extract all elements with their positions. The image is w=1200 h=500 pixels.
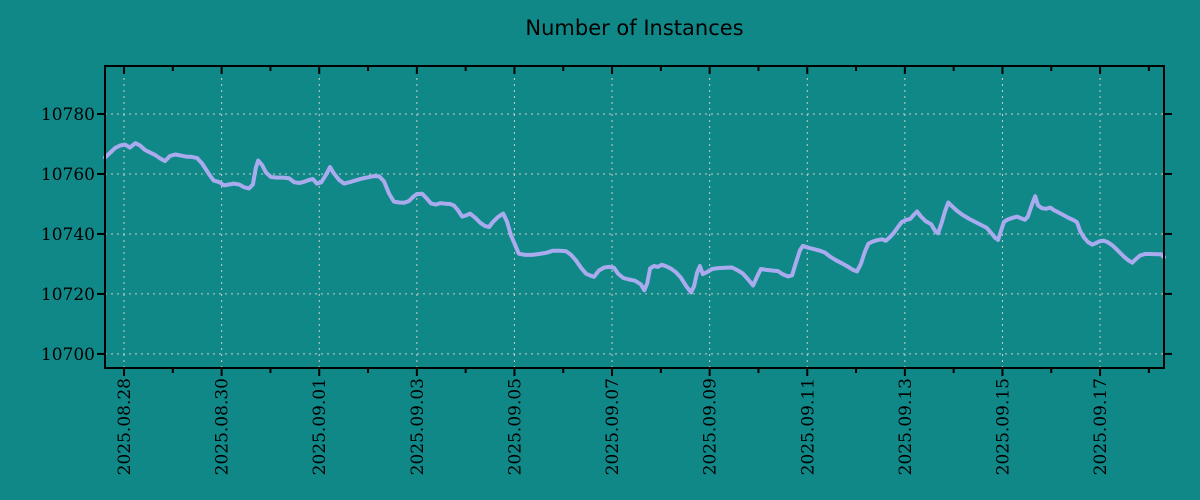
x-tick-label: 2025.09.09 — [701, 378, 721, 475]
x-tick-label: 2025.09.15 — [993, 378, 1013, 475]
x-tick-label: 2025.09.03 — [408, 378, 428, 475]
x-tick-label: 2025.09.07 — [603, 378, 623, 475]
x-tick-label: 2025.09.13 — [896, 378, 916, 475]
x-tick-label: 2025.09.17 — [1091, 378, 1111, 475]
y-tick-label: 10780 — [41, 105, 95, 125]
y-tick-label: 10700 — [41, 345, 95, 365]
chart-title: Number of Instances — [525, 16, 744, 40]
y-tick-label: 10760 — [41, 165, 95, 185]
x-tick-label: 2025.08.28 — [115, 378, 135, 475]
plot-border — [104, 65, 1165, 369]
x-tick-label: 2025.08.30 — [213, 378, 233, 475]
x-tick-label: 2025.09.11 — [798, 378, 818, 475]
y-tick-label: 10740 — [41, 225, 95, 245]
x-tick-label: 2025.09.01 — [310, 378, 330, 475]
x-tick-label: 2025.09.05 — [505, 378, 525, 475]
series-line — [103, 141, 1166, 295]
y-tick-label: 10720 — [41, 285, 95, 305]
